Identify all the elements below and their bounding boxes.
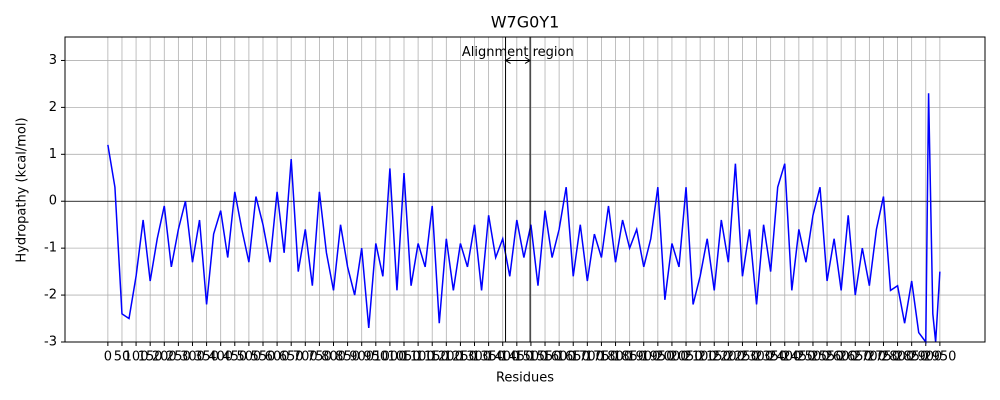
plot-frame [64,36,986,343]
x-tick-label: 2050 [669,350,702,365]
x-tick-label: 1100 [402,350,435,365]
x-tick-label: 2400 [768,350,801,365]
x-tick-label: 100 [124,350,149,365]
y-tick-label: 0 [49,194,57,209]
x-tick-label: 400 [208,350,233,365]
x-tick-label: 2250 [726,350,759,365]
x-tick-label: 2450 [782,350,815,365]
x-tick-label: 1600 [543,350,576,365]
x-tick-label: 150 [138,350,163,365]
x-tick-label: 1850 [613,350,646,365]
x-tick-label: 1150 [416,350,449,365]
x-tick-label: 2100 [684,350,717,365]
x-tick-label: 2800 [881,350,914,365]
x-tick-label: 500 [236,350,261,365]
x-tick-label: 2950 [923,350,956,365]
x-tick-label: 350 [194,350,219,365]
x-tick-label: 2300 [740,350,773,365]
x-tick-label: 2150 [698,350,731,365]
x-tick-label: 600 [265,350,290,365]
x-tick-label: 2200 [712,350,745,365]
x-tick-label: 2550 [811,350,844,365]
x-tick-label: 200 [152,350,177,365]
region-arrow [504,57,532,64]
chart-title: W7G0Y1 [491,13,560,32]
x-tick-label: 450 [222,350,247,365]
y-tick-label: 3 [49,53,57,68]
x-tick-label: 1650 [557,350,590,365]
x-tick-label: 1200 [430,350,463,365]
x-tick-label: 2700 [853,350,886,365]
x-tick-label: 2900 [909,350,942,365]
x-tick-label: 2000 [655,350,688,365]
x-tick-label: 2350 [754,350,787,365]
x-tick-label: 300 [180,350,205,365]
x-tick-label: 1450 [500,350,533,365]
x-tick-label: 700 [293,350,318,365]
x-tick-label: 950 [363,350,388,365]
x-axis-label: Residues [496,371,554,386]
x-tick-label: 850 [335,350,360,365]
hydropathy-line [107,93,941,345]
x-tick-label: 1550 [528,350,561,365]
x-tick-label: 1800 [599,350,632,365]
x-tick-label: 1950 [641,350,674,365]
x-tick-label: 1300 [458,350,491,365]
x-tick-label: 0 [104,350,112,365]
x-tick-label: 1250 [444,350,477,365]
y-tick-label: -1 [44,241,57,256]
x-tick-label: 750 [307,350,332,365]
y-tick-label: -2 [44,288,57,303]
annotation-text: Alignment region [462,45,574,60]
x-tick-label: 2650 [839,350,872,365]
y-tick-label: 1 [49,147,57,162]
x-tick-label: 550 [251,350,276,365]
y-tick-label: 2 [49,100,57,115]
x-tick-label: 1750 [585,350,618,365]
x-tick-label: 50 [114,350,131,365]
x-tick-label: 1700 [571,350,604,365]
x-tick-label: 250 [166,350,191,365]
x-tick-label: 650 [279,350,304,365]
x-tick-label: 800 [321,350,346,365]
y-axis-label: Hydropathy (kcal/mol) [15,117,30,262]
x-tick-label: 2600 [825,350,858,365]
x-tick-label: 1000 [373,350,406,365]
x-tick-label: 1050 [387,350,420,365]
x-tick-label: 1500 [514,350,547,365]
x-tick-label: 1400 [486,350,519,365]
x-tick-label: 1900 [627,350,660,365]
x-tick-label: 900 [349,350,374,365]
x-tick-label: 2750 [867,350,900,365]
x-tick-label: 2850 [895,350,928,365]
x-tick-label: 1350 [472,350,505,365]
x-tick-label: 2500 [796,350,829,365]
y-tick-label: -3 [44,335,57,350]
